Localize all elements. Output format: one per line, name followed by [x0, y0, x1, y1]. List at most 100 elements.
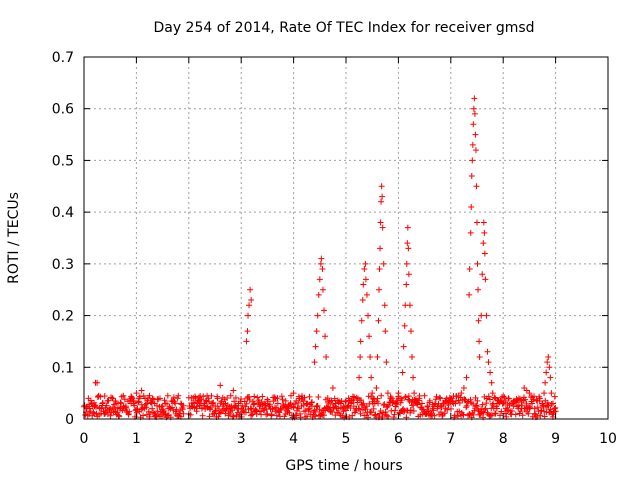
data-point-baseline: [268, 411, 275, 418]
data-point-baseline: [193, 403, 200, 410]
data-point-baseline: [397, 399, 404, 406]
data-point-baseline: [374, 395, 381, 402]
y-tick-label: 0.4: [52, 205, 74, 221]
x-tick-label: 7: [446, 431, 455, 447]
grid: [84, 57, 608, 419]
data-point-baseline: [210, 410, 217, 417]
data-point-baseline: [248, 412, 255, 419]
data-point: [138, 387, 145, 394]
data-point-baseline: [86, 405, 93, 412]
data-point-baseline: [149, 395, 156, 402]
data-point-baseline: [509, 407, 516, 414]
data-point: [358, 317, 365, 324]
data-point: [361, 266, 368, 273]
data-point-baseline: [142, 401, 149, 408]
data-point-baseline: [162, 411, 169, 418]
data-point-baseline: [353, 394, 360, 401]
data-point-baseline: [293, 407, 300, 414]
data-point-baseline: [216, 410, 223, 417]
data-point-baseline: [403, 414, 410, 421]
data-point-baseline: [266, 401, 273, 408]
data-point-baseline: [113, 400, 120, 407]
data-point-baseline: [333, 405, 340, 412]
data-point: [401, 322, 408, 329]
data-point: [377, 245, 384, 252]
data-point: [318, 255, 325, 262]
data-point-baseline: [159, 406, 166, 413]
data-point-baseline: [534, 404, 541, 411]
data-point: [549, 400, 556, 407]
data-point-baseline: [402, 394, 409, 401]
x-axis-label: GPS time / hours: [285, 458, 402, 474]
data-point-baseline: [473, 402, 480, 409]
data-point-baseline: [304, 413, 311, 420]
data-point-baseline: [357, 410, 364, 417]
data-point-baseline: [322, 407, 329, 414]
data-point: [316, 276, 323, 283]
data-point: [547, 374, 554, 381]
data-point-baseline: [453, 393, 460, 400]
data-point: [264, 410, 271, 417]
data-point: [545, 353, 552, 360]
data-point-baseline: [300, 402, 307, 409]
data-point: [476, 353, 483, 360]
data-point-baseline: [101, 393, 108, 400]
data-point-baseline: [252, 406, 259, 413]
data-point-baseline: [526, 405, 533, 412]
data-point-baseline: [488, 411, 495, 418]
y-tick-label: 0.5: [52, 153, 74, 169]
data-point-baseline: [498, 408, 505, 415]
data-point-baseline: [489, 401, 496, 408]
data-point-baseline: [273, 412, 280, 419]
data-point-baseline: [214, 403, 221, 410]
data-point-baseline: [254, 394, 261, 401]
data-point-baseline: [116, 413, 123, 420]
data-point-baseline: [483, 400, 490, 407]
data-point-baseline: [358, 397, 365, 404]
data-point-baseline: [158, 413, 165, 420]
data-point-baseline: [135, 399, 142, 406]
data-point-baseline: [118, 393, 125, 400]
data-point: [479, 271, 486, 278]
data-point-baseline: [533, 397, 540, 404]
data-point: [488, 379, 495, 386]
data-point-baseline: [148, 400, 155, 407]
data-point: [424, 403, 431, 410]
data-point: [472, 147, 479, 154]
data-point-baseline: [237, 395, 244, 402]
data-point-baseline: [545, 402, 552, 409]
data-point: [367, 353, 374, 360]
data-point-baseline: [320, 412, 327, 419]
data-point-baseline: [378, 392, 385, 399]
data-point-baseline: [232, 402, 239, 409]
data-point: [476, 338, 483, 345]
data-point-baseline: [551, 408, 558, 415]
data-point-baseline: [274, 395, 281, 402]
data-point: [482, 276, 489, 283]
data-point-baseline: [131, 402, 138, 409]
data-point: [357, 338, 364, 345]
data-point: [230, 387, 237, 394]
data-point-baseline: [537, 407, 544, 414]
data-point-baseline: [523, 400, 530, 407]
data-point: [373, 384, 380, 391]
data-point-baseline: [207, 404, 214, 411]
data-point: [418, 400, 425, 407]
data-point-baseline: [351, 394, 358, 401]
data-point-baseline: [338, 398, 345, 405]
data-point-baseline: [179, 406, 186, 413]
data-point: [227, 392, 234, 399]
y-tick-label: 0.1: [52, 360, 74, 376]
data-point-baseline: [512, 411, 519, 418]
data-point-baseline: [389, 399, 396, 406]
data-point: [363, 291, 370, 298]
data-point-baseline: [204, 403, 211, 410]
data-point: [481, 229, 488, 236]
data-point-baseline: [300, 398, 307, 405]
data-point-baseline: [425, 407, 432, 414]
data-point-baseline: [190, 399, 197, 406]
data-point-baseline: [301, 394, 308, 401]
data-point: [473, 183, 480, 190]
data-point-baseline: [164, 400, 171, 407]
